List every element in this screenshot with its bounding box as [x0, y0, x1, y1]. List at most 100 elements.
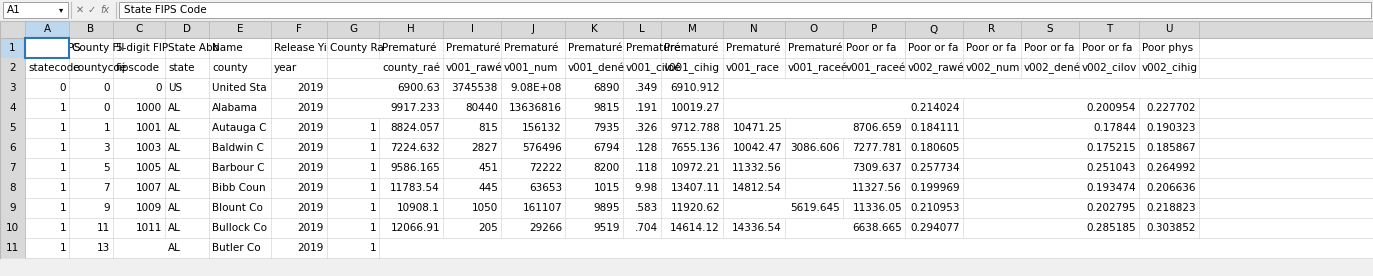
Bar — [0, 58, 25, 78]
Text: 205: 205 — [478, 223, 498, 233]
Bar — [0, 138, 25, 158]
Text: ▾: ▾ — [59, 6, 63, 15]
Text: v001_raceé: v001_raceé — [788, 62, 849, 74]
Text: 1: 1 — [59, 163, 66, 173]
Text: U: U — [1166, 25, 1173, 34]
Text: 1009: 1009 — [136, 203, 162, 213]
Text: 72222: 72222 — [529, 163, 562, 173]
Text: A: A — [44, 25, 51, 34]
Text: T: T — [1105, 25, 1112, 34]
Bar — [843, 21, 905, 38]
Text: 1: 1 — [10, 43, 16, 53]
Text: Baldwin C: Baldwin C — [211, 143, 264, 153]
Text: 13407.11: 13407.11 — [670, 183, 719, 193]
Bar — [0, 198, 1373, 218]
Text: v002_cilov: v002_cilov — [1082, 63, 1137, 73]
Text: 0.184111: 0.184111 — [910, 123, 960, 133]
Bar — [443, 21, 501, 38]
Text: 1050: 1050 — [472, 203, 498, 213]
Text: Alabama: Alabama — [211, 103, 258, 113]
Bar — [0, 198, 25, 218]
Text: 5: 5 — [103, 163, 110, 173]
Text: 9: 9 — [10, 203, 16, 213]
Text: 11327.56: 11327.56 — [853, 183, 902, 193]
Text: 10972.21: 10972.21 — [670, 163, 719, 173]
Text: AL: AL — [168, 123, 181, 133]
Bar — [0, 38, 1373, 58]
Text: 3086.606: 3086.606 — [791, 143, 840, 153]
Text: 7: 7 — [10, 163, 16, 173]
Bar — [270, 21, 327, 38]
Text: 1: 1 — [369, 123, 376, 133]
Text: 1003: 1003 — [136, 143, 162, 153]
Text: v002_dené: v002_dené — [1024, 62, 1081, 74]
Text: 1: 1 — [369, 163, 376, 173]
Bar — [3, 2, 69, 18]
Text: E: E — [236, 25, 243, 34]
Text: 5: 5 — [10, 123, 16, 133]
Bar — [0, 78, 1373, 98]
Bar — [1140, 21, 1199, 38]
Text: Butler Co: Butler Co — [211, 243, 261, 253]
Text: F: F — [297, 25, 302, 34]
Bar — [0, 21, 25, 38]
Text: K: K — [590, 25, 597, 34]
Text: 1000: 1000 — [136, 103, 162, 113]
Text: 6910.912: 6910.912 — [670, 83, 719, 93]
Text: Q: Q — [930, 25, 938, 34]
Text: 11: 11 — [5, 243, 19, 253]
Text: fx: fx — [100, 5, 108, 15]
Text: 1: 1 — [59, 143, 66, 153]
Text: 2827: 2827 — [471, 143, 498, 153]
Text: County Ra: County Ra — [330, 43, 383, 53]
Text: 0.185867: 0.185867 — [1146, 143, 1196, 153]
Text: 6794: 6794 — [593, 143, 621, 153]
Text: 1: 1 — [59, 223, 66, 233]
Text: Prematuré: Prematuré — [726, 43, 780, 53]
Text: 63653: 63653 — [529, 183, 562, 193]
Text: 7935: 7935 — [593, 123, 621, 133]
Bar — [0, 21, 1373, 38]
Text: 1: 1 — [369, 143, 376, 153]
Text: 451: 451 — [478, 163, 498, 173]
Text: .191: .191 — [634, 103, 658, 113]
Text: 1: 1 — [59, 103, 66, 113]
Text: 7655.136: 7655.136 — [670, 143, 719, 153]
Text: United Sta: United Sta — [211, 83, 266, 93]
Text: Poor phys: Poor phys — [1142, 43, 1193, 53]
Text: 2019: 2019 — [298, 83, 324, 93]
Text: 1: 1 — [59, 203, 66, 213]
Text: fipscode: fipscode — [115, 63, 161, 73]
Bar — [119, 2, 1372, 18]
Bar — [0, 38, 25, 58]
Bar — [0, 238, 25, 258]
Bar — [0, 178, 25, 198]
Text: 3: 3 — [10, 83, 16, 93]
Text: 2019: 2019 — [298, 103, 324, 113]
Text: G: G — [349, 25, 357, 34]
Text: county_raé: county_raé — [382, 62, 439, 74]
Text: I: I — [471, 25, 474, 34]
Text: 7224.632: 7224.632 — [390, 143, 439, 153]
Text: 10: 10 — [5, 223, 19, 233]
Text: .583: .583 — [634, 203, 658, 213]
Text: 9712.788: 9712.788 — [670, 123, 719, 133]
Text: J: J — [531, 25, 534, 34]
Text: Bullock Co: Bullock Co — [211, 223, 266, 233]
Text: 1015: 1015 — [593, 183, 621, 193]
Text: 9917.233: 9917.233 — [390, 103, 439, 113]
Text: 3: 3 — [103, 143, 110, 153]
Text: countycoé: countycoé — [71, 63, 126, 73]
Bar — [0, 218, 1373, 238]
Text: L: L — [638, 25, 645, 34]
Text: 11: 11 — [96, 223, 110, 233]
Text: 0.190323: 0.190323 — [1146, 123, 1196, 133]
Text: 0.202795: 0.202795 — [1086, 203, 1135, 213]
Text: County FII: County FII — [71, 43, 125, 53]
Text: 11336.05: 11336.05 — [853, 203, 902, 213]
Text: Poor or fa: Poor or fa — [908, 43, 958, 53]
Text: state: state — [168, 63, 195, 73]
Text: 1011: 1011 — [136, 223, 162, 233]
Bar — [1022, 21, 1079, 38]
Text: Blount Co: Blount Co — [211, 203, 262, 213]
